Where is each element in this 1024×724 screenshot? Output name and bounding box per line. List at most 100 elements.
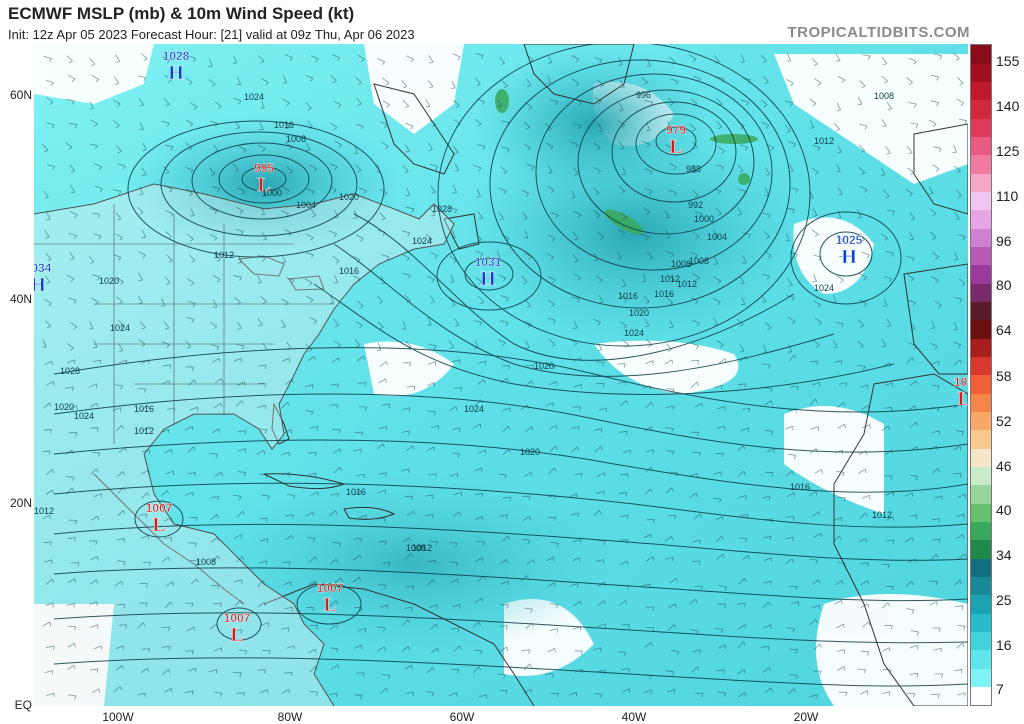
- wind-barb: [547, 494, 556, 498]
- wind-barb: [500, 166, 508, 172]
- wind-barb: [956, 98, 965, 104]
- colorbar-segment: [971, 576, 991, 596]
- wind-barb-flag: [149, 561, 151, 566]
- wind-barb-flag: [718, 190, 722, 195]
- wind-barb-flag: [457, 669, 460, 674]
- wind-barb: [837, 210, 842, 218]
- wind-barb: [762, 344, 767, 353]
- wind-barb: [910, 630, 919, 633]
- wind-barb: [667, 97, 675, 104]
- wind-barb-flag: [619, 109, 624, 111]
- wind-barb-flag: [887, 108, 892, 111]
- wind-barb-flag: [815, 344, 820, 348]
- wind-barb-flag: [194, 472, 196, 477]
- wind-barb: [332, 255, 340, 262]
- wind-barb-flag: [938, 628, 941, 633]
- wind-barb: [380, 687, 387, 694]
- wind-barb-flag: [931, 237, 936, 240]
- wind-barb: [451, 452, 460, 455]
- wind-barb-flag: [364, 382, 367, 387]
- wind-barb-flag: [97, 214, 101, 219]
- wind-barb-flag: [916, 673, 919, 678]
- wind-barb: [88, 255, 95, 263]
- wind-barb-flag: [580, 651, 584, 656]
- wind-barb-flag: [864, 469, 867, 474]
- wind-barb: [597, 623, 606, 627]
- wind-barb-flag: [529, 59, 534, 63]
- wind-barb-flag: [867, 580, 869, 585]
- wind-barb: [381, 561, 390, 564]
- wind-barb: [333, 340, 341, 346]
- wind-barb: [137, 692, 146, 696]
- wind-barb: [304, 278, 313, 284]
- wind-barb-flag: [841, 472, 845, 477]
- wind-barb-flag: [788, 170, 794, 172]
- wind-barb: [931, 693, 940, 696]
- wind-barb-flag: [652, 519, 655, 524]
- wind-barb-flag: [962, 236, 966, 241]
- wind-barb-flag: [553, 364, 556, 370]
- wind-barb: [377, 58, 385, 63]
- wind-barb-flag: [913, 103, 917, 108]
- pressure-type-letter: L: [957, 388, 968, 410]
- wind-barb: [544, 123, 552, 129]
- wind-barb-flag: [315, 666, 318, 670]
- wind-barb-flag: [121, 425, 124, 430]
- wind-barb: [886, 101, 892, 109]
- wind-barb: [139, 186, 144, 195]
- wind-barb-flag: [770, 147, 774, 151]
- wind-barb: [713, 317, 718, 325]
- wind-barb-flag: [818, 511, 821, 516]
- wind-barb: [91, 75, 100, 80]
- wind-barb: [618, 492, 627, 495]
- wind-barb-flag: [650, 488, 653, 493]
- wind-barb-flag: [857, 216, 862, 218]
- wind-barb-flag: [821, 469, 823, 474]
- wind-barb-flag: [262, 194, 267, 197]
- wind-barb: [809, 619, 816, 626]
- wind-barb: [330, 74, 337, 82]
- isobar-value-label: 1008: [689, 256, 709, 266]
- wind-barb: [738, 624, 746, 630]
- wind-barb: [790, 187, 799, 190]
- wind-barb: [164, 276, 171, 284]
- wind-barb-flag: [532, 559, 535, 564]
- wind-barb: [836, 623, 844, 629]
- wind-barb-flag: [193, 379, 197, 384]
- wind-barb-flag: [672, 388, 675, 394]
- wind-barb-flag: [626, 539, 629, 544]
- wind-barb-flag: [861, 150, 865, 153]
- wind-barb: [694, 402, 702, 408]
- wind-barb: [402, 165, 409, 172]
- wind-barb: [238, 255, 242, 264]
- wind-barb: [89, 58, 96, 65]
- wind-barb: [211, 428, 220, 434]
- wind-barb-flag: [288, 627, 290, 632]
- wind-barb: [212, 555, 218, 563]
- wind-barb: [932, 538, 941, 541]
- isobar-value-label: 1008: [196, 557, 216, 567]
- wind-barb-flag: [411, 665, 413, 670]
- wind-barb-flag: [356, 259, 361, 263]
- wind-barb-flag: [429, 86, 434, 89]
- wind-barb: [425, 233, 433, 240]
- wind-barb: [238, 146, 247, 150]
- isobar-value-label: 1024: [624, 328, 644, 338]
- wind-barb: [138, 272, 143, 281]
- wind-barb: [809, 694, 818, 698]
- isobar-value-label: 1024: [464, 404, 484, 414]
- wind-barb: [643, 533, 652, 538]
- wind-barb: [574, 98, 582, 103]
- wind-barb: [763, 557, 772, 562]
- wind-barb-flag: [337, 104, 342, 108]
- wind-barb: [405, 552, 412, 560]
- wind-barb-flag: [646, 129, 651, 132]
- wind-barb-flag: [625, 344, 630, 348]
- pressure-value: 1007: [224, 611, 251, 625]
- wind-barb: [692, 273, 700, 278]
- wind-barb: [330, 493, 339, 496]
- wind-barb: [67, 642, 75, 648]
- wind-barb: [329, 185, 337, 191]
- wind-barb: [452, 604, 460, 608]
- wind-barb: [858, 538, 867, 543]
